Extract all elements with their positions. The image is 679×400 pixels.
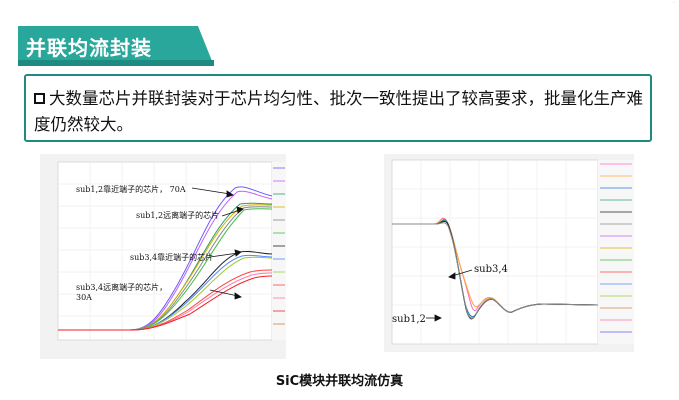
annotation-sub12-far: sub1,2远离端子的芯片 [136,210,219,220]
annotation-30a: 30A [76,293,92,302]
annotation-arrows [191,187,244,300]
plot-area [391,159,599,345]
section-title-bar: 并联均流封装 [18,26,214,66]
annotation-sub12-near: sub1,2靠近端子的芯片， 70A [76,184,186,194]
annotation-sub34-near: sub3,4靠近端子的芯片 [130,252,213,262]
annotation-sub12: sub1,2 [392,314,426,325]
legend [598,160,634,344]
right-simulation-plot: sub3,4 sub1,2 [384,154,634,352]
voltage-curves [392,217,599,320]
description-text: 大数量芯片并联封装对于芯片均匀性、批次一致性提出了较高要求，批量化生产难度仍然较… [34,89,643,134]
grid [392,160,598,344]
legend [272,162,286,340]
description-card: 大数量芯片并联封装对于芯片均匀性、批次一致性提出了较高要求，批量化生产难度仍然较… [24,74,652,142]
current-curves [58,186,273,331]
section-title: 并联均流封装 [26,36,152,60]
square-bullet-icon [34,93,45,104]
left-simulation-plot: sub1,2靠近端子的芯片， 70A sub1,2远离端子的芯片 sub3,4靠… [40,154,286,359]
title-bar-shape [18,26,214,66]
corner-mark: · [673,0,675,7]
annotation-arrows [426,269,473,322]
annotation-sub34: sub3,4 [474,264,508,275]
annotation-sub34-far: sub3,4远离端子的芯片， [76,282,167,292]
figure-caption: SiC模块并联均流仿真 [275,374,404,389]
